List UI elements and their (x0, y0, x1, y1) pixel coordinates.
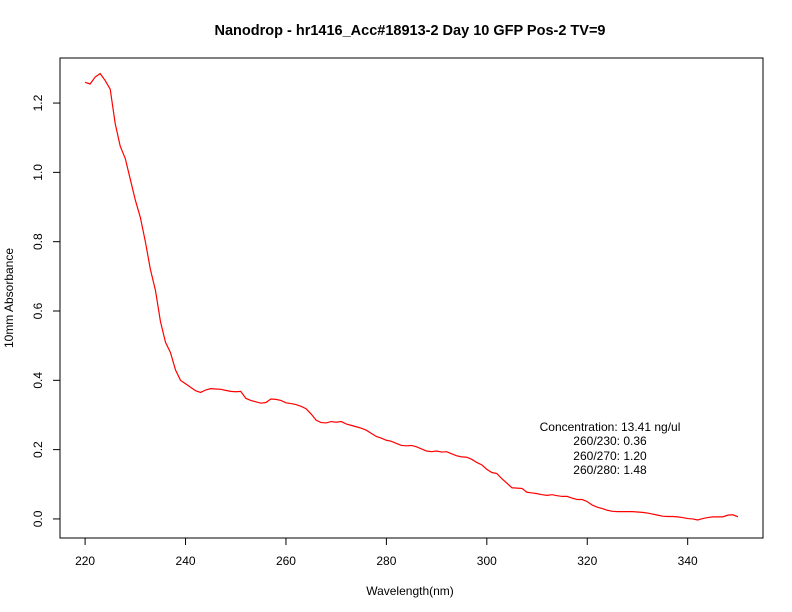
x-axis-label: Wavelength(nm) (366, 584, 454, 598)
x-axis: 220 240 260 280 300 320 340 (75, 537, 698, 568)
annotation-concentration: Concentration: 13.41 ng/ul (540, 420, 681, 434)
x-tick-label: 220 (75, 554, 95, 568)
x-tick-label: 240 (176, 554, 196, 568)
y-tick-label: 0.2 (31, 441, 45, 458)
y-axis-label: 10mm Absorbance (2, 248, 16, 348)
y-tick-label: 1.0 (31, 164, 45, 181)
measurement-annotations: Concentration: 13.41 ng/ul 260/230: 0.36… (540, 420, 681, 477)
x-tick-label: 280 (376, 554, 396, 568)
annotation-ratio-260-280: 260/280: 1.48 (573, 463, 647, 477)
y-tick-label: 0.4 (31, 372, 45, 389)
y-axis: 0.0 0.2 0.4 0.6 0.8 1.0 1.2 (31, 94, 61, 527)
x-tick-label: 320 (577, 554, 597, 568)
y-tick-label: 0.0 (31, 510, 45, 527)
x-tick-label: 300 (477, 554, 497, 568)
y-tick-label: 0.6 (31, 302, 45, 319)
annotation-ratio-260-230: 260/230: 0.36 (573, 434, 647, 448)
x-tick-label: 340 (678, 554, 698, 568)
y-tick-label: 0.8 (31, 233, 45, 250)
annotation-ratio-260-270: 260/270: 1.20 (573, 449, 647, 463)
chart-title: Nanodrop - hr1416_Acc#18913-2 Day 10 GFP… (214, 23, 605, 39)
x-tick-label: 260 (276, 554, 296, 568)
y-tick-label: 1.2 (31, 94, 45, 111)
absorbance-series-line (84, 72, 739, 521)
